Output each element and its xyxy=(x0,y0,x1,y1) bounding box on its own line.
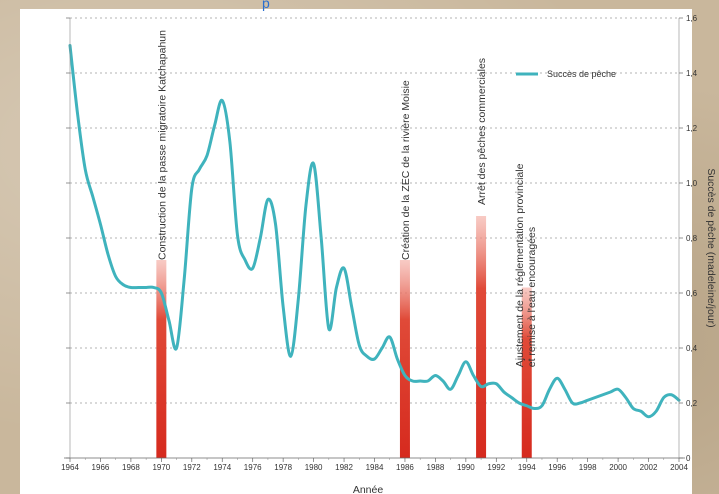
x-tick-label-1996: 1996 xyxy=(548,463,566,472)
x-tick-label-1980: 1980 xyxy=(305,463,323,472)
x-tick-label-1968: 1968 xyxy=(122,463,140,472)
x-tick-label-1990: 1990 xyxy=(457,463,475,472)
event-labels: Construction de la passe migratoire Katc… xyxy=(156,30,537,367)
event-label-1970: Construction de la passe migratoire Katc… xyxy=(156,30,168,260)
x-tick-label-2004: 2004 xyxy=(670,463,688,472)
chart-title-fragment: p xyxy=(262,0,270,11)
y-tick-label-0: 0 xyxy=(686,454,691,463)
y-tick-label-1: 0,2 xyxy=(686,399,698,408)
event-label-1994-line2: et remise à l'eau encouragées xyxy=(526,227,538,367)
x-tick-label-1978: 1978 xyxy=(274,463,292,472)
x-axis-title: Année xyxy=(353,484,384,494)
event-label-1991: Arrêt des pêches commerciales xyxy=(476,58,488,205)
y-tick-label-5: 1,0 xyxy=(686,179,698,188)
x-tick-label-1988: 1988 xyxy=(427,463,445,472)
x-tick-label-1966: 1966 xyxy=(92,463,110,472)
y-tick-label-7: 1,4 xyxy=(686,69,698,78)
legend: Succès de pêche xyxy=(516,69,616,79)
x-tick-label-1982: 1982 xyxy=(335,463,353,472)
gridlines xyxy=(70,17,679,404)
event-bar-1986 xyxy=(399,260,410,458)
y-tick-label-6: 1,2 xyxy=(686,124,698,133)
y-tick-label-4: 0,8 xyxy=(686,234,698,243)
x-tick-label-1992: 1992 xyxy=(487,463,505,472)
x-tick-label-2000: 2000 xyxy=(609,463,627,472)
y-tick-label-3: 0,6 xyxy=(686,289,698,298)
x-tick-label-2002: 2002 xyxy=(640,463,658,472)
x-tick-label-1970: 1970 xyxy=(152,463,170,472)
x-tick-label-1984: 1984 xyxy=(366,463,384,472)
legend-label: Succès de pêche xyxy=(547,69,616,79)
plot-background xyxy=(20,9,692,494)
event-bar-1991 xyxy=(476,216,487,458)
x-tick-label-1998: 1998 xyxy=(579,463,597,472)
event-bar-1994 xyxy=(521,287,532,458)
x-tick-label-1972: 1972 xyxy=(183,463,201,472)
event-bars xyxy=(156,216,532,458)
x-tick-label-1994: 1994 xyxy=(518,463,536,472)
series-line-succes-de-peche xyxy=(68,44,681,419)
axes: 1964 1966 1968 1970 1972 1974 1976 1978 1980 1982… xyxy=(61,14,698,472)
event-label-1994: Ajustement de la réglementation provinci… xyxy=(514,163,526,367)
x-tick-label-1974: 1974 xyxy=(213,463,231,472)
y-tick-label-8: 1,6 xyxy=(686,14,698,23)
event-label-1986: Création de la ZEC de la rivière Moisie xyxy=(400,80,412,260)
y-axis-title: Succès de pêche (madeleine/jour) xyxy=(705,168,717,327)
x-tick-label-1976: 1976 xyxy=(244,463,262,472)
y-tick-label-2: 0,4 xyxy=(686,344,698,353)
event-bar-1970 xyxy=(156,260,167,458)
x-tick-label-1986: 1986 xyxy=(396,463,414,472)
x-tick-label-1964: 1964 xyxy=(61,463,79,472)
